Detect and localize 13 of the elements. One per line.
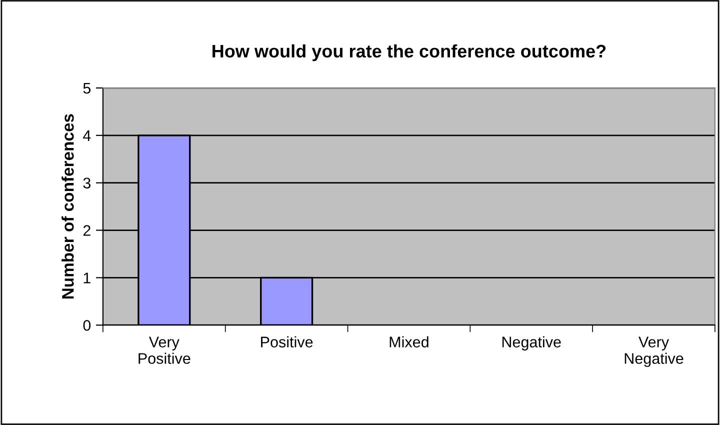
y-tick-label: 5	[83, 83, 91, 94]
x-tick-label: Very Negative	[624, 336, 684, 367]
y-tick-label: 1	[84, 272, 90, 284]
y-tick-label: 0	[83, 320, 91, 331]
x-tick-label: Positive	[261, 336, 313, 348]
y-axis-title: Number of conferences	[62, 114, 74, 299]
x-tick-label: Very Positive	[138, 336, 190, 364]
x-tick-label: Mixed	[390, 336, 428, 348]
y-tick-label: 3	[83, 178, 90, 189]
chart-title: How would you rate the conference outcome?	[212, 44, 606, 62]
x-tick-label: Negative	[502, 336, 561, 350]
y-tick-label: 4	[83, 130, 91, 141]
y-tick-label: 2	[83, 225, 90, 236]
